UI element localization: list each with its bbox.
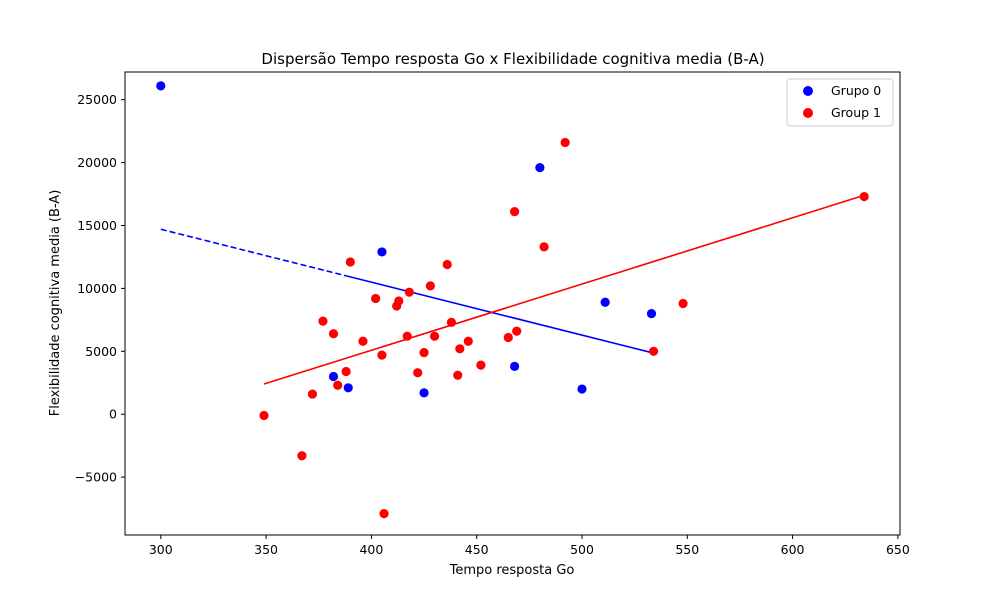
data-point-series-1 bbox=[503, 332, 513, 343]
data-point-series-1 bbox=[394, 296, 404, 306]
data-point-series-1 bbox=[510, 207, 520, 217]
data-point-series-1 bbox=[345, 257, 355, 267]
data-point-series-0 bbox=[343, 383, 353, 393]
data-point-series-0 bbox=[419, 388, 429, 398]
data-point-series-1 bbox=[307, 389, 318, 399]
y-tick-label: 10000 bbox=[77, 281, 117, 296]
data-point-series-1 bbox=[419, 347, 429, 358]
data-point-series-1 bbox=[371, 293, 381, 304]
y-tick-label: 25000 bbox=[77, 92, 117, 107]
plot-area bbox=[156, 81, 869, 519]
data-point-series-0 bbox=[156, 81, 166, 91]
data-point-series-0 bbox=[535, 163, 545, 173]
data-point-series-1 bbox=[377, 350, 387, 360]
legend-box bbox=[786, 78, 894, 127]
data-point-series-1 bbox=[318, 316, 328, 326]
data-point-series-1 bbox=[678, 298, 688, 309]
data-point-series-0 bbox=[328, 371, 339, 382]
data-point-series-1 bbox=[859, 191, 869, 202]
trendline-0 bbox=[347, 275, 652, 354]
data-point-series-1 bbox=[453, 370, 463, 380]
data-point-series-0 bbox=[377, 247, 387, 257]
x-tick-label: 350 bbox=[254, 542, 278, 557]
data-point-series-1 bbox=[560, 137, 570, 148]
data-point-series-0 bbox=[600, 297, 610, 307]
x-tick-label: 650 bbox=[886, 542, 910, 557]
legend-marker-group-1 bbox=[803, 108, 813, 118]
data-point-series-1 bbox=[429, 331, 440, 341]
data-point-series-0 bbox=[510, 361, 520, 372]
x-tick-label: 300 bbox=[149, 542, 173, 557]
y-tick-label: −5000 bbox=[75, 470, 117, 485]
x-axis-label: Tempo resposta Go bbox=[449, 563, 575, 578]
plot-frame bbox=[124, 71, 901, 536]
legend-label-group-1: Group 1 bbox=[831, 105, 881, 120]
legend: Grupo 0 Group 1 bbox=[786, 78, 894, 127]
y-tick-label: 5000 bbox=[85, 344, 117, 359]
data-point-series-1 bbox=[402, 331, 412, 341]
x-tick-label: 400 bbox=[359, 542, 383, 557]
x-tick-label: 550 bbox=[675, 542, 699, 557]
legend-marker-grupo-0 bbox=[803, 86, 813, 96]
data-point-series-0 bbox=[646, 308, 657, 319]
data-point-series-0 bbox=[577, 384, 587, 394]
data-point-series-1 bbox=[341, 366, 351, 377]
data-point-series-1 bbox=[476, 360, 486, 370]
x-tick-label: 500 bbox=[570, 542, 594, 557]
y-tick-label: 0 bbox=[109, 407, 117, 422]
trendline-0 bbox=[160, 228, 348, 277]
data-point-series-1 bbox=[333, 380, 343, 390]
data-point-series-1 bbox=[379, 509, 389, 519]
x-tick-label: 600 bbox=[781, 542, 805, 557]
y-axis-ticks: −5000 0 5000 10000 15000 20000 25000 bbox=[75, 92, 125, 485]
data-point-series-1 bbox=[297, 451, 307, 461]
data-point-series-1 bbox=[404, 287, 414, 297]
data-point-series-1 bbox=[649, 346, 659, 356]
data-point-series-1 bbox=[463, 336, 473, 346]
x-axis-ticks: 300 350 400 450 500 550 600 650 bbox=[149, 535, 910, 557]
data-point-series-1 bbox=[446, 317, 457, 327]
data-point-series-1 bbox=[358, 336, 368, 346]
legend-label-grupo-0: Grupo 0 bbox=[831, 83, 881, 98]
trendline-1 bbox=[263, 194, 865, 385]
x-tick-label: 450 bbox=[465, 542, 489, 557]
y-axis-label: Flexibilidade cognitiva media (B-A) bbox=[48, 190, 63, 417]
chart-title: Dispersão Tempo resposta Go x Flexibilid… bbox=[261, 50, 764, 68]
data-point-series-1 bbox=[455, 344, 465, 354]
data-point-series-1 bbox=[328, 329, 339, 339]
y-tick-label: 15000 bbox=[77, 218, 117, 233]
data-point-series-1 bbox=[425, 281, 435, 291]
data-point-series-1 bbox=[259, 410, 269, 421]
data-point-series-1 bbox=[442, 259, 452, 270]
y-tick-label: 20000 bbox=[77, 155, 117, 170]
data-point-series-1 bbox=[539, 242, 549, 252]
data-point-series-1 bbox=[512, 326, 522, 336]
data-point-series-1 bbox=[413, 368, 423, 378]
